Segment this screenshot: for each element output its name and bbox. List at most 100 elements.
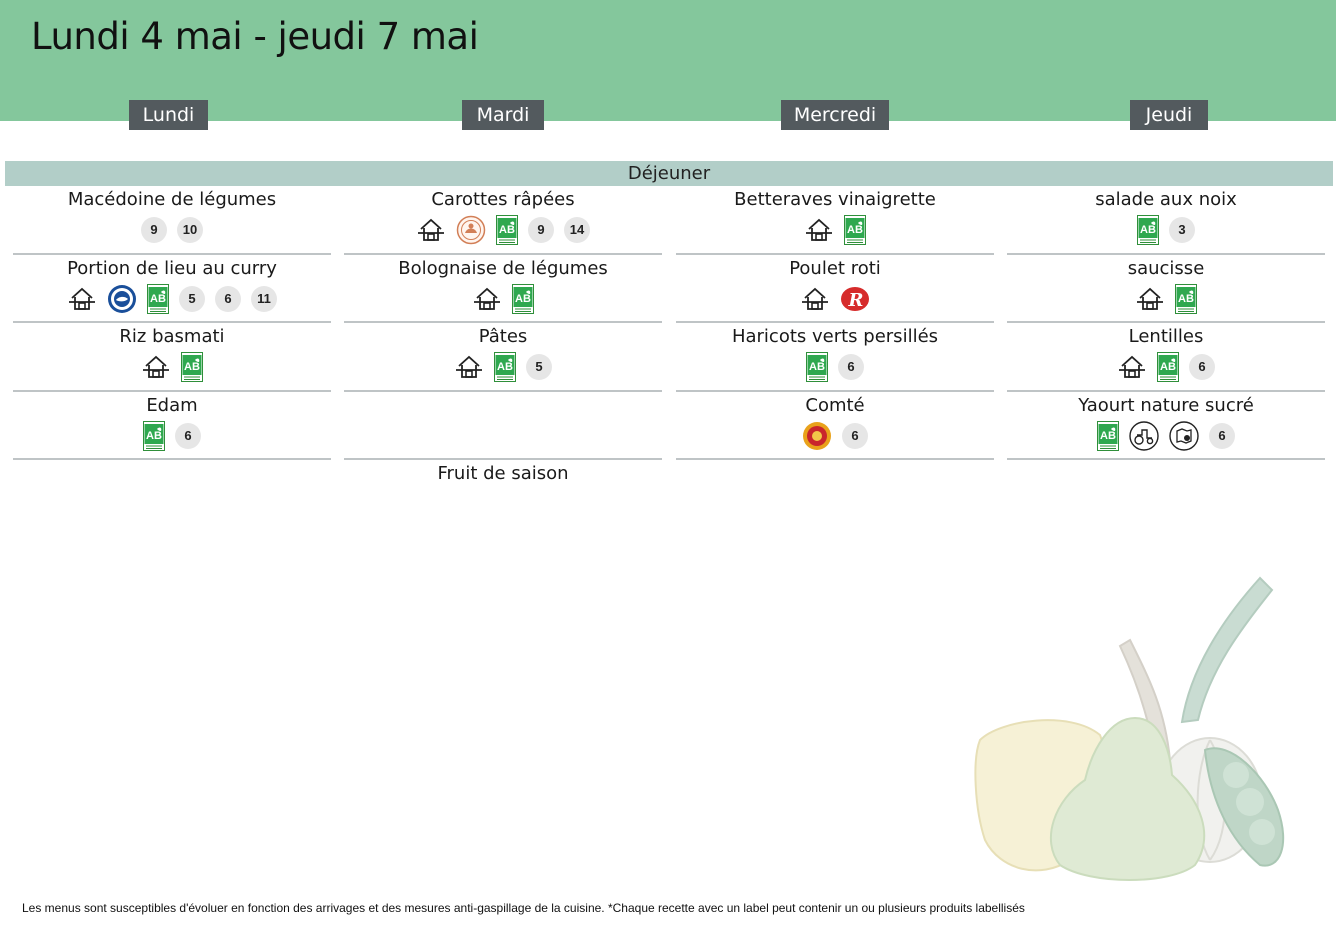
svg-text:AB: AB [497, 361, 513, 373]
dish-name: Poulet roti [789, 257, 881, 279]
menu-item: Macédoine de légumes 9 10 [13, 186, 331, 255]
menu-item: salade aux noix AB 3 [1007, 186, 1325, 255]
tab-mercredi[interactable]: Mercredi [781, 100, 889, 130]
dish-name: Macédoine de légumes [67, 189, 277, 210]
svg-text:AB: AB [1100, 430, 1116, 442]
svg-text:AB: AB [1140, 224, 1156, 236]
dish-badges: AB [1007, 283, 1325, 314]
svg-text:AB: AB [515, 293, 531, 305]
dish-name: salade aux noix [1095, 189, 1237, 210]
svg-text:R: R [848, 290, 864, 311]
menu-item [344, 392, 662, 460]
meal-band-dejeuner: Déjeuner [5, 161, 1333, 186]
regional-map-icon [1169, 420, 1199, 451]
allergen-badge: 9 [141, 217, 167, 243]
ab-organic-label-icon: AB [496, 215, 518, 245]
menu-item: Poulet roti R [676, 255, 994, 323]
allergen-badge: 10 [177, 217, 203, 243]
allergen-badge: 3 [1169, 217, 1195, 243]
dish-badges: AB [676, 215, 994, 245]
house-made-icon [804, 217, 834, 243]
day-column-lundi: Macédoine de légumes 9 10 Portion de lieu a… [13, 186, 331, 460]
dish-name: Comté [805, 394, 865, 416]
dish-badges: AB 9 14 [344, 215, 662, 245]
house-made-icon [67, 286, 97, 312]
dish-name: Haricots verts persillés [731, 326, 939, 347]
ab-organic-label-icon: AB [1137, 215, 1159, 245]
house-made-icon [472, 286, 502, 312]
allergen-badge: 6 [215, 285, 241, 312]
day-column-jeudi: salade aux noix AB 3 saucisse AB Lentilles AB 6… [1007, 186, 1325, 460]
allergen-badge: 6 [842, 422, 868, 449]
dish-name: Fruit de saison [437, 463, 569, 484]
dish-badges: AB 5 6 11 [13, 283, 331, 314]
house-made-icon [141, 354, 171, 380]
ab-organic-label-icon: AB [1097, 420, 1119, 451]
house-made-icon [1117, 354, 1147, 380]
dish-badges: AB [13, 352, 331, 382]
vegetables-illustration [974, 576, 1285, 881]
tab-lundi[interactable]: Lundi [129, 100, 208, 130]
dish-name: Edam [146, 394, 198, 416]
svg-text:AB: AB [150, 293, 166, 305]
dish-name: Carottes râpées [431, 189, 575, 210]
tab-mardi[interactable]: Mardi [462, 100, 544, 130]
menu-item: Portion de lieu au curry AB 5 6 11 [13, 255, 331, 323]
ab-organic-label-icon: AB [806, 352, 828, 382]
footnote: Les menus sont susceptibles d'évoluer en… [22, 901, 1025, 915]
ab-organic-label-icon: AB [147, 283, 169, 314]
svg-text:AB: AB [809, 361, 825, 373]
header-banner: Lundi 4 mai - jeudi 7 mai [0, 0, 1336, 121]
menu-item: Carottes râpées AB 9 14 [344, 186, 662, 255]
menu-item: Bolognaise de légumes AB [344, 255, 662, 323]
allergen-badge: 6 [838, 354, 864, 380]
dish-badges: 9 10 [13, 216, 331, 244]
day-column-mardi: Carottes râpées AB 9 14 Bolognaise de légume… [344, 186, 662, 529]
label-rouge-icon: R [840, 285, 870, 313]
allergen-badge: 11 [251, 285, 277, 312]
dish-badges: AB 6 [13, 420, 331, 451]
dish-badges: AB 3 [1007, 215, 1325, 245]
dish-name: Lentilles [1128, 326, 1204, 347]
day-column-mercredi: Betteraves vinaigrette AB Poulet roti R Hari… [676, 186, 994, 460]
house-made-icon [1135, 286, 1165, 312]
allergen-badge: 6 [1209, 422, 1235, 449]
dish-badges: AB 6 [676, 352, 994, 382]
allergen-badge: 14 [564, 217, 590, 243]
house-made-icon [416, 217, 446, 243]
allergen-badge: 5 [179, 285, 205, 312]
dish-badges: AB 5 [344, 352, 662, 382]
allergen-badge: 6 [1189, 354, 1215, 380]
ab-organic-label-icon: AB [1157, 352, 1179, 382]
svg-text:AB: AB [847, 224, 863, 236]
dish-badges: R [676, 285, 994, 313]
tab-jeudi[interactable]: Jeudi [1130, 100, 1208, 130]
msc-fishing-label-icon [107, 284, 137, 314]
dish-badges: AB 6 [1007, 352, 1325, 382]
menu-item: Yaourt nature sucré AB 6 [1007, 392, 1325, 460]
dish-name: saucisse [1127, 257, 1205, 279]
menu-item: Riz basmati AB [13, 323, 331, 392]
dish-name: Portion de lieu au curry [67, 257, 277, 279]
aop-label-icon [802, 421, 832, 451]
menu-item: Betteraves vinaigrette AB [676, 186, 994, 255]
dish-badges: AB 6 [1007, 420, 1325, 451]
allergen-badge: 5 [526, 354, 552, 380]
svg-text:AB: AB [146, 430, 162, 442]
allergen-badge: 6 [175, 422, 201, 449]
svg-text:AB: AB [1160, 361, 1176, 373]
page-title: Lundi 4 mai - jeudi 7 mai [31, 15, 479, 58]
menu-item: Comté 6 [676, 392, 994, 460]
dish-name: Bolognaise de légumes [398, 257, 608, 279]
menu-item: Pâtes AB 5 [344, 323, 662, 392]
menu-item: Fruit de saison [344, 460, 662, 529]
dish-name: Pâtes [478, 326, 528, 347]
menu-item: saucisse AB [1007, 255, 1325, 323]
farm-tractor-icon [1129, 420, 1159, 451]
dish-badges: AB [344, 283, 662, 314]
dish-name: Riz basmati [119, 326, 225, 347]
ab-organic-label-icon: AB [1175, 283, 1197, 314]
ab-organic-label-icon: AB [143, 420, 165, 451]
house-made-icon [454, 354, 484, 380]
ab-organic-label-icon: AB [494, 352, 516, 382]
